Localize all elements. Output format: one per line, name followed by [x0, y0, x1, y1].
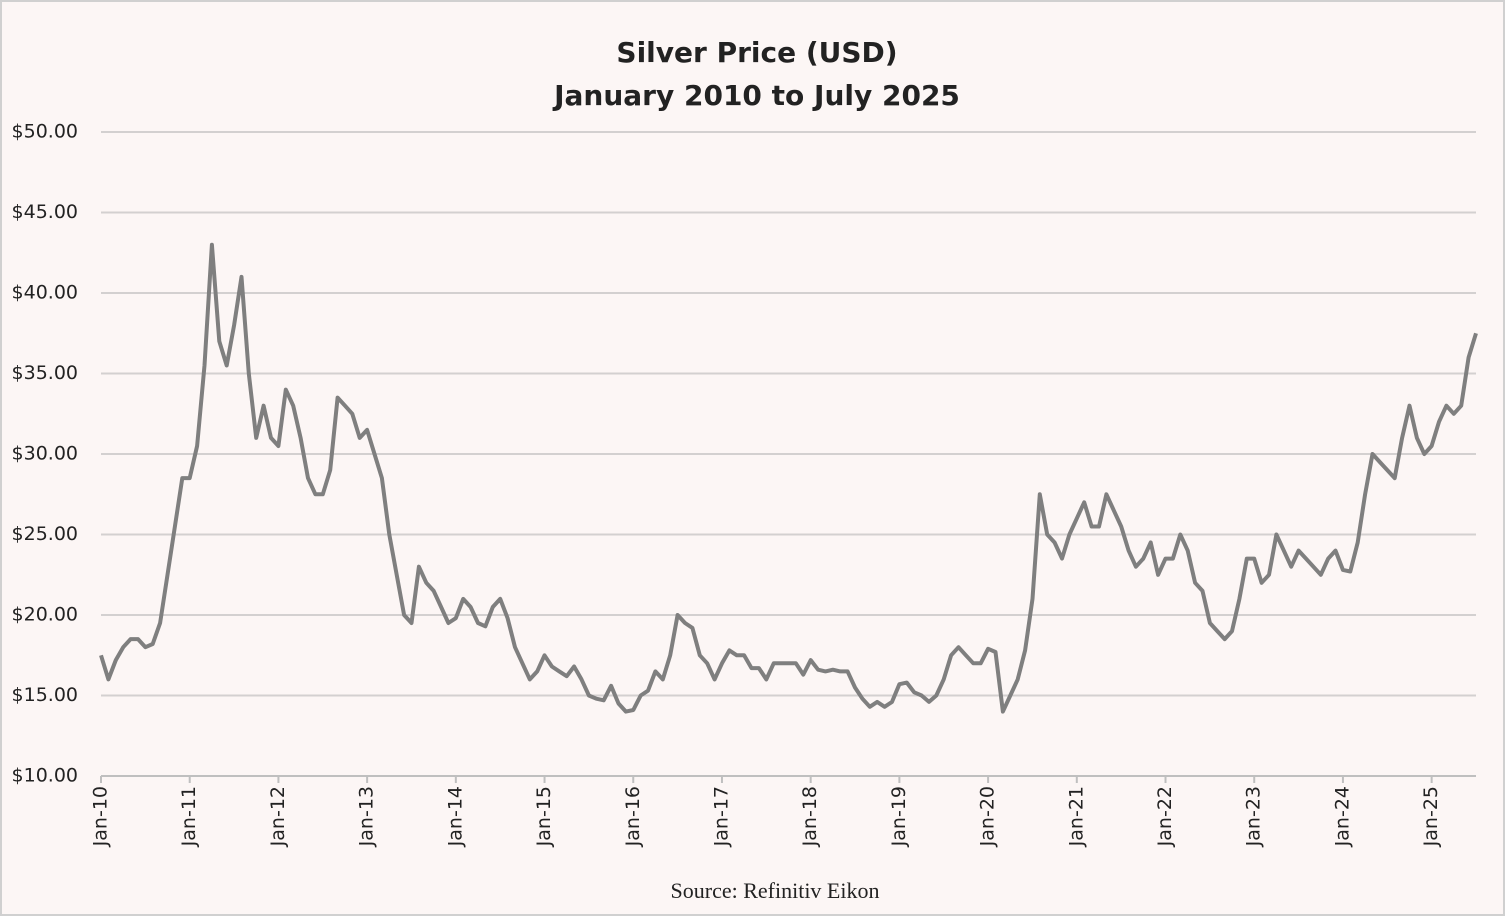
y-tick-label: $45.00 [12, 201, 78, 223]
y-tick-label: $30.00 [12, 443, 78, 465]
x-tick-label: Jan-25 [1420, 786, 1442, 847]
source: Source: Refinitiv Eikon [671, 878, 880, 903]
y-tick-label: $50.00 [12, 121, 78, 143]
x-tick-label: Jan-24 [1331, 786, 1353, 847]
x-tick-label: Jan-12 [267, 786, 289, 847]
chart-title: Silver Price (USD) [616, 36, 897, 69]
x-tick-label: Jan-18 [799, 786, 821, 847]
x-tick-label: Jan-19 [888, 786, 910, 847]
y-tick-label: $10.00 [12, 765, 78, 787]
price-line [99, 242, 1478, 714]
x-tick-label: Jan-14 [444, 786, 466, 847]
x-tick-label: Jan-20 [977, 786, 999, 847]
x-tick-label: Jan-15 [533, 786, 555, 847]
x-tick-label: Jan-16 [622, 786, 644, 847]
x-tick-label: Jan-13 [356, 786, 378, 847]
x-tick-label: Jan-10 [90, 786, 112, 847]
x-tick-label: Jan-21 [1065, 786, 1087, 847]
y-tick-label: $20.00 [12, 604, 78, 626]
x-tick-label: Jan-23 [1243, 786, 1265, 847]
y-tick-label: $15.00 [12, 684, 78, 706]
x-tick-label: Jan-17 [710, 786, 732, 847]
y-tick-label: $40.00 [12, 282, 78, 304]
y-tick-label: $35.00 [12, 362, 78, 384]
y-tick-label: $25.00 [12, 523, 78, 545]
x-tick-label: Jan-11 [178, 786, 200, 847]
chart-subtitle: January 2010 to July 2025 [552, 79, 960, 112]
x-tick-label: Jan-22 [1154, 786, 1176, 847]
